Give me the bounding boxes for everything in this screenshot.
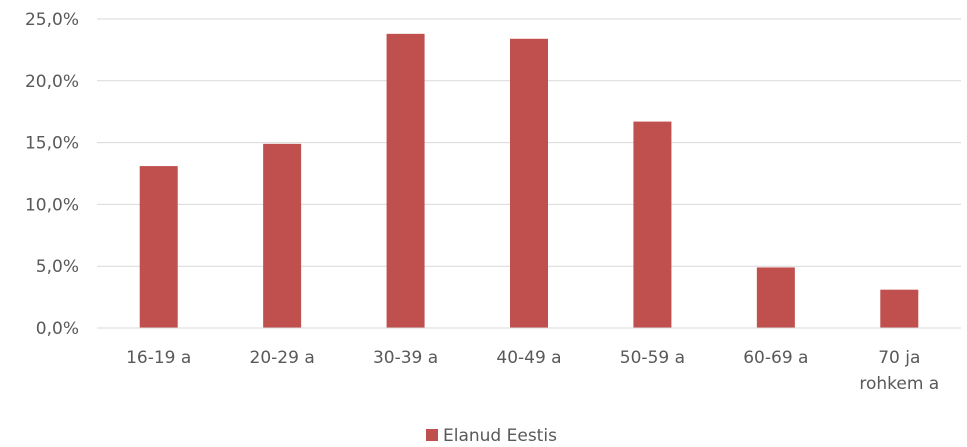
legend[interactable]: Elanud Eestis xyxy=(426,426,557,446)
bar-70-ja-rohkem-a xyxy=(880,289,919,328)
x-tick-label: 30-39 a xyxy=(373,348,438,368)
x-tick-label: 60-69 a xyxy=(743,348,808,368)
bar-40-49-a xyxy=(510,38,548,328)
x-tick-label: 20-29 a xyxy=(250,348,315,368)
y-tick-label: 20,0% xyxy=(25,72,79,92)
x-tick-label: 16-19 a xyxy=(126,348,191,368)
y-tick-label: 0,0% xyxy=(36,319,79,339)
y-tick-label: 15,0% xyxy=(25,134,79,154)
bar-16-19-a xyxy=(139,166,178,328)
y-tick-label: 25,0% xyxy=(25,10,79,30)
x-tick-label: 70 ja rohkem a xyxy=(859,348,939,394)
legend-swatch xyxy=(426,429,438,441)
bar-60-69-a xyxy=(756,267,795,328)
x-tick-label: 40-49 a xyxy=(496,348,561,368)
y-axis-tick-labels: 0,0% 5,0% 10,0% 15,0% 20,0% 25,0% xyxy=(25,10,79,339)
bar-50-59-a xyxy=(633,121,672,328)
bar-20-29-a xyxy=(263,143,302,328)
x-axis-tick-labels: 16-19 a 20-29 a 30-39 a 40-49 a 50-59 a 60-69… xyxy=(126,348,939,394)
bar-30-39-a xyxy=(386,33,425,328)
bars xyxy=(139,33,919,328)
x-tick-label: 50-59 a xyxy=(620,348,685,368)
legend-label-elanud-eestis: Elanud Eestis xyxy=(443,426,557,446)
y-tick-label: 10,0% xyxy=(25,195,79,215)
y-tick-label: 5,0% xyxy=(36,257,79,277)
